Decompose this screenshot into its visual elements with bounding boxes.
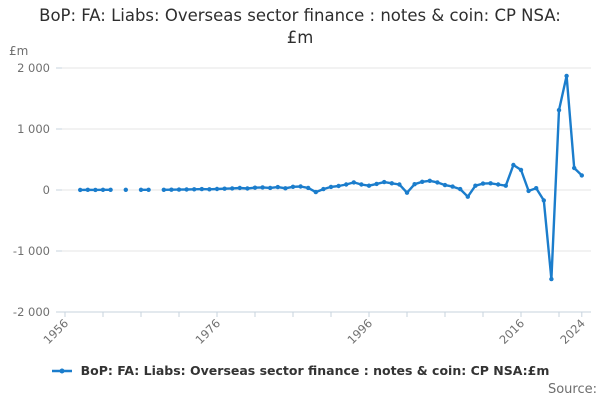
legend-line-marker-icon	[51, 368, 72, 373]
data-point[interactable]	[450, 184, 455, 189]
data-point[interactable]	[138, 187, 144, 192]
y-tick-label: 0	[43, 183, 50, 197]
y-tick-label: -1 000	[13, 244, 50, 258]
legend-item[interactable]: BoP: FA: Liabs: Overseas sector finance …	[51, 363, 550, 378]
data-series[interactable]	[78, 73, 584, 282]
y-axis-unit-label: £m	[9, 44, 29, 58]
legend: BoP: FA: Liabs: Overseas sector finance …	[0, 363, 600, 378]
data-point[interactable]	[389, 181, 394, 186]
data-point[interactable]	[511, 162, 516, 168]
chart-title: BoP: FA: Liabs: Overseas sector finance …	[39, 6, 561, 47]
data-point[interactable]	[328, 184, 334, 190]
x-tick-label: 2016	[497, 316, 528, 347]
data-point[interactable]	[207, 187, 212, 192]
data-point[interactable]	[214, 186, 220, 192]
data-point[interactable]	[268, 185, 273, 191]
data-point[interactable]	[123, 187, 128, 192]
data-point[interactable]	[169, 187, 174, 192]
data-point[interactable]	[93, 187, 98, 193]
data-point[interactable]	[290, 184, 296, 189]
data-point[interactable]	[488, 181, 493, 186]
data-point[interactable]	[100, 187, 106, 192]
x-tick-label: 1976	[193, 316, 224, 347]
data-point[interactable]	[518, 167, 524, 173]
data-point[interactable]	[146, 187, 151, 192]
data-point[interactable]	[237, 185, 242, 191]
data-point[interactable]	[465, 194, 470, 199]
data-point[interactable]	[260, 185, 265, 190]
data-point[interactable]	[245, 186, 250, 191]
data-point[interactable]	[108, 187, 113, 192]
data-point[interactable]	[336, 183, 341, 189]
data-point[interactable]	[192, 187, 197, 192]
y-tick-label: 1 000	[17, 122, 50, 136]
series-line[interactable]	[162, 74, 583, 281]
data-point[interactable]	[526, 188, 531, 194]
data-point[interactable]	[85, 187, 91, 192]
data-point[interactable]	[176, 187, 182, 192]
data-point[interactable]	[313, 189, 318, 195]
data-point[interactable]	[161, 187, 166, 192]
data-point[interactable]	[230, 186, 235, 191]
data-point[interactable]	[503, 183, 508, 188]
data-point[interactable]	[549, 276, 554, 282]
data-point[interactable]	[404, 190, 410, 195]
y-tick-label: 2 000	[17, 61, 50, 75]
data-point[interactable]	[534, 186, 539, 191]
data-point[interactable]	[283, 186, 288, 191]
x-tick-label: 1956	[41, 316, 72, 347]
x-tick-labels: 1956 1976 1996 2016 2024	[41, 316, 588, 347]
data-point[interactable]	[275, 184, 280, 190]
data-point[interactable]	[427, 178, 432, 183]
data-point[interactable]	[306, 185, 311, 191]
legend-item-label: BoP: FA: Liabs: Overseas sector finance …	[80, 363, 550, 378]
data-point[interactable]	[321, 186, 326, 192]
data-point[interactable]	[199, 186, 204, 192]
data-point[interactable]	[556, 107, 562, 113]
data-point[interactable]	[344, 182, 349, 187]
data-point[interactable]	[374, 181, 379, 187]
data-point[interactable]	[420, 179, 425, 184]
data-point[interactable]	[397, 182, 402, 187]
data-point[interactable]	[496, 182, 501, 187]
data-point[interactable]	[252, 185, 258, 190]
y-tick-label: -2 000	[13, 305, 50, 319]
source-label: Source:	[547, 382, 597, 397]
data-point[interactable]	[298, 184, 303, 189]
data-point[interactable]	[564, 73, 569, 79]
x-tick-label: 1996	[345, 316, 376, 347]
data-point[interactable]	[351, 180, 356, 185]
data-point[interactable]	[222, 186, 227, 191]
data-point[interactable]	[458, 186, 463, 192]
data-point[interactable]	[480, 181, 486, 186]
data-point[interactable]	[366, 183, 372, 188]
data-point[interactable]	[541, 198, 546, 203]
data-point[interactable]	[78, 187, 83, 193]
data-point[interactable]	[184, 187, 189, 192]
data-point[interactable]	[412, 182, 417, 187]
x-axis	[62, 311, 591, 317]
data-point[interactable]	[359, 182, 364, 187]
data-point[interactable]	[435, 180, 440, 185]
data-point[interactable]	[442, 182, 448, 188]
data-point[interactable]	[473, 183, 478, 188]
data-point[interactable]	[579, 173, 584, 178]
data-point[interactable]	[572, 165, 577, 171]
x-tick-label: 2024	[557, 316, 588, 347]
data-point[interactable]	[382, 179, 387, 185]
